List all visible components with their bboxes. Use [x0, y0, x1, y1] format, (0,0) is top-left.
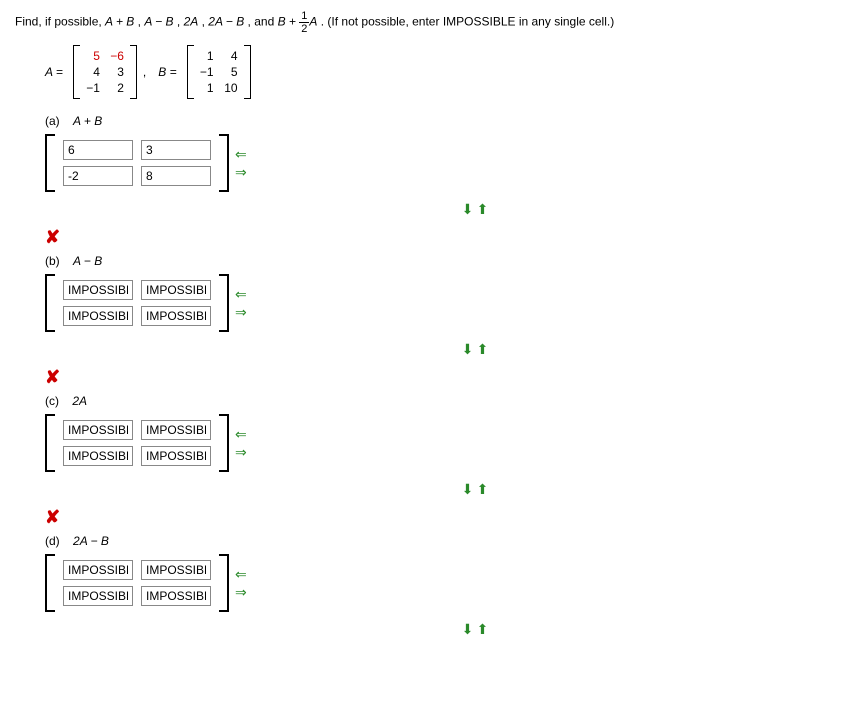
prompt-text: Find, if possible,: [15, 15, 105, 29]
b-2-1: 10: [224, 81, 238, 95]
part-a-row-controls: ⬇ ⬆: [15, 202, 835, 217]
a-cell-0-0[interactable]: [63, 140, 133, 160]
remove-col-icon[interactable]: ⇐: [235, 287, 247, 301]
d-cell-1-0[interactable]: [63, 586, 133, 606]
c-cell-1-1[interactable]: [141, 446, 211, 466]
label-a: A =: [45, 65, 63, 79]
expr-bhalfa-right: A: [309, 15, 317, 29]
add-col-icon[interactable]: ⇒: [235, 585, 247, 599]
b-0-1: 4: [224, 49, 238, 63]
a-0-0: 5: [86, 49, 100, 63]
remove-row-icon[interactable]: ⬆: [477, 341, 489, 357]
b-0-0: 1: [200, 49, 214, 63]
expr-2aminusb: 2A − B: [208, 15, 244, 29]
one-half: 12: [299, 10, 309, 35]
d-cell-1-1[interactable]: [141, 586, 211, 606]
remove-row-icon[interactable]: ⬆: [477, 621, 489, 637]
a-2-0: −1: [86, 81, 100, 95]
d-cell-0-1[interactable]: [141, 560, 211, 580]
part-d-label: (d) 2A − B: [45, 534, 835, 548]
part-b-row-controls: ⬇ ⬆: [15, 342, 835, 357]
part-d-row-controls: ⬇ ⬆: [15, 622, 835, 637]
b-1-0: −1: [200, 65, 214, 79]
part-c-answer: ⇐ ⇒: [45, 414, 835, 472]
wrong-icon: ✘: [45, 227, 835, 248]
add-row-icon[interactable]: ⬇: [462, 621, 474, 637]
a-1-1: 3: [110, 65, 124, 79]
part-a-answer: ⇐ ⇒: [45, 134, 835, 192]
a-2-1: 2: [110, 81, 124, 95]
a-cell-1-0[interactable]: [63, 166, 133, 186]
expr-aminusb: A − B: [144, 15, 173, 29]
d-cell-0-0[interactable]: [63, 560, 133, 580]
add-col-icon[interactable]: ⇒: [235, 305, 247, 319]
a-cell-1-1[interactable]: [141, 166, 211, 186]
matrix-a: 5 −6 4 3 −1 2: [73, 45, 137, 99]
remove-col-icon[interactable]: ⇐: [235, 567, 247, 581]
add-row-icon[interactable]: ⬇: [462, 201, 474, 217]
b-cell-1-0[interactable]: [63, 306, 133, 326]
remove-col-icon[interactable]: ⇐: [235, 427, 247, 441]
add-row-icon[interactable]: ⬇: [462, 481, 474, 497]
expr-2a: 2A: [184, 15, 199, 29]
remove-row-icon[interactable]: ⬆: [477, 201, 489, 217]
add-row-icon[interactable]: ⬇: [462, 341, 474, 357]
wrong-icon: ✘: [45, 507, 835, 528]
b-cell-0-1[interactable]: [141, 280, 211, 300]
part-b-label: (b) A − B: [45, 254, 835, 268]
add-col-icon[interactable]: ⇒: [235, 445, 247, 459]
b-2-0: 1: [200, 81, 214, 95]
a-cell-0-1[interactable]: [141, 140, 211, 160]
c-cell-1-0[interactable]: [63, 446, 133, 466]
add-col-icon[interactable]: ⇒: [235, 165, 247, 179]
comma: ,: [143, 65, 146, 79]
part-a-label: (a) A + B: [45, 114, 835, 128]
part-c-row-controls: ⬇ ⬆: [15, 482, 835, 497]
prompt-tail: . (If not possible, enter IMPOSSIBLE in …: [321, 15, 614, 29]
c-cell-0-1[interactable]: [141, 420, 211, 440]
given-matrices: A = 5 −6 4 3 −1 2 , B = 1 4 −1 5 1 10: [45, 45, 835, 99]
b-cell-0-0[interactable]: [63, 280, 133, 300]
question-prompt: Find, if possible, A + B , A − B , 2A , …: [15, 10, 835, 35]
b-cell-1-1[interactable]: [141, 306, 211, 326]
label-b: B =: [158, 65, 176, 79]
a-1-0: 4: [86, 65, 100, 79]
c-cell-0-0[interactable]: [63, 420, 133, 440]
a-0-1: −6: [110, 49, 124, 63]
expr-aplusb: A + B: [105, 15, 134, 29]
b-1-1: 5: [224, 65, 238, 79]
wrong-icon: ✘: [45, 367, 835, 388]
expr-bhalfa-left: B +: [278, 15, 300, 29]
part-c-label: (c) 2A: [45, 394, 835, 408]
remove-row-icon[interactable]: ⬆: [477, 481, 489, 497]
remove-col-icon[interactable]: ⇐: [235, 147, 247, 161]
part-b-answer: ⇐ ⇒: [45, 274, 835, 332]
part-d-answer: ⇐ ⇒: [45, 554, 835, 612]
matrix-b: 1 4 −1 5 1 10: [187, 45, 251, 99]
